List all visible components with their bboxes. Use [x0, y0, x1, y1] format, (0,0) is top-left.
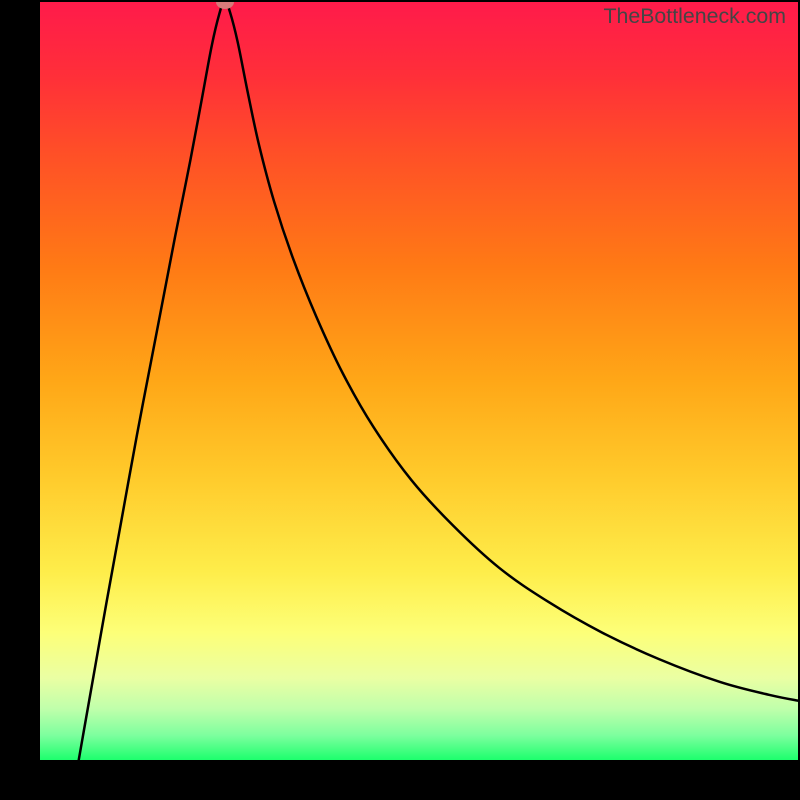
- plot-background: [38, 0, 800, 762]
- chart-stage: TheBottleneck.com: [0, 0, 800, 800]
